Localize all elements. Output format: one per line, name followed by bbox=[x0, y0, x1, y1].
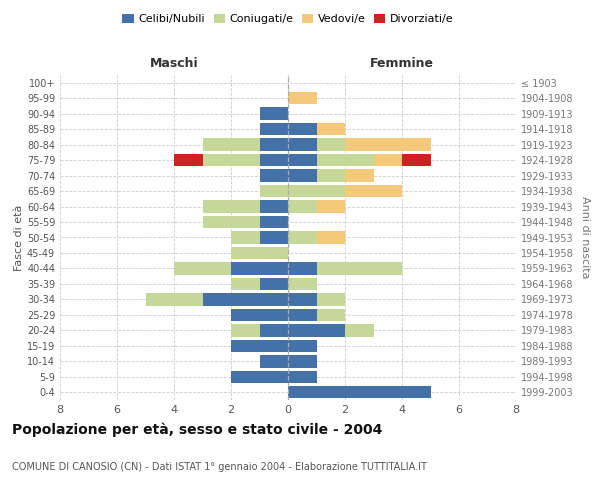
Bar bbox=[288, 200, 317, 212]
Bar bbox=[260, 216, 288, 228]
Bar bbox=[260, 355, 288, 368]
Text: Popolazione per età, sesso e stato civile - 2004: Popolazione per età, sesso e stato civil… bbox=[12, 422, 382, 437]
Bar bbox=[260, 324, 288, 336]
Bar bbox=[231, 262, 288, 274]
Bar bbox=[231, 370, 288, 383]
Bar bbox=[260, 123, 288, 136]
Bar bbox=[317, 262, 402, 274]
Bar bbox=[288, 232, 317, 243]
Bar bbox=[288, 185, 345, 198]
Legend: Celibi/Nubili, Coniugati/e, Vedovi/e, Divorziati/e: Celibi/Nubili, Coniugati/e, Vedovi/e, Di… bbox=[119, 10, 457, 28]
Bar bbox=[317, 170, 345, 182]
Bar bbox=[231, 232, 260, 243]
Bar bbox=[174, 154, 203, 166]
Bar bbox=[345, 138, 431, 151]
Y-axis label: Fasce di età: Fasce di età bbox=[14, 204, 24, 270]
Bar bbox=[288, 92, 317, 104]
Bar bbox=[317, 138, 345, 151]
Bar bbox=[288, 123, 317, 136]
Bar bbox=[288, 154, 317, 166]
Bar bbox=[317, 123, 345, 136]
Bar bbox=[317, 154, 373, 166]
Bar bbox=[288, 386, 431, 398]
Bar bbox=[203, 293, 288, 306]
Text: Femmine: Femmine bbox=[370, 58, 434, 70]
Y-axis label: Anni di nascita: Anni di nascita bbox=[580, 196, 590, 279]
Bar bbox=[288, 138, 317, 151]
Bar bbox=[260, 232, 288, 243]
Bar bbox=[288, 170, 317, 182]
Bar bbox=[288, 262, 317, 274]
Bar bbox=[317, 200, 345, 212]
Bar bbox=[288, 324, 345, 336]
Bar bbox=[288, 340, 317, 352]
Bar bbox=[260, 170, 288, 182]
Bar bbox=[260, 200, 288, 212]
Bar bbox=[317, 293, 345, 306]
Bar bbox=[174, 262, 231, 274]
Bar bbox=[345, 324, 373, 336]
Bar bbox=[231, 278, 260, 290]
Bar bbox=[373, 154, 402, 166]
Bar bbox=[345, 185, 402, 198]
Bar bbox=[203, 216, 260, 228]
Bar bbox=[288, 293, 317, 306]
Bar bbox=[402, 154, 431, 166]
Bar bbox=[317, 232, 345, 243]
Bar bbox=[260, 154, 288, 166]
Bar bbox=[203, 200, 260, 212]
Bar bbox=[231, 247, 288, 259]
Bar bbox=[288, 278, 317, 290]
Bar bbox=[260, 278, 288, 290]
Bar bbox=[288, 308, 317, 321]
Bar bbox=[260, 108, 288, 120]
Bar bbox=[231, 324, 260, 336]
Text: COMUNE DI CANOSIO (CN) - Dati ISTAT 1° gennaio 2004 - Elaborazione TUTTITALIA.IT: COMUNE DI CANOSIO (CN) - Dati ISTAT 1° g… bbox=[12, 462, 427, 472]
Bar bbox=[288, 355, 317, 368]
Bar bbox=[203, 138, 260, 151]
Text: Maschi: Maschi bbox=[149, 58, 199, 70]
Bar bbox=[146, 293, 203, 306]
Bar bbox=[288, 370, 317, 383]
Bar bbox=[317, 308, 345, 321]
Bar bbox=[231, 340, 288, 352]
Bar bbox=[260, 138, 288, 151]
Bar bbox=[203, 154, 260, 166]
Bar bbox=[260, 185, 288, 198]
Bar bbox=[345, 170, 373, 182]
Bar bbox=[231, 308, 288, 321]
